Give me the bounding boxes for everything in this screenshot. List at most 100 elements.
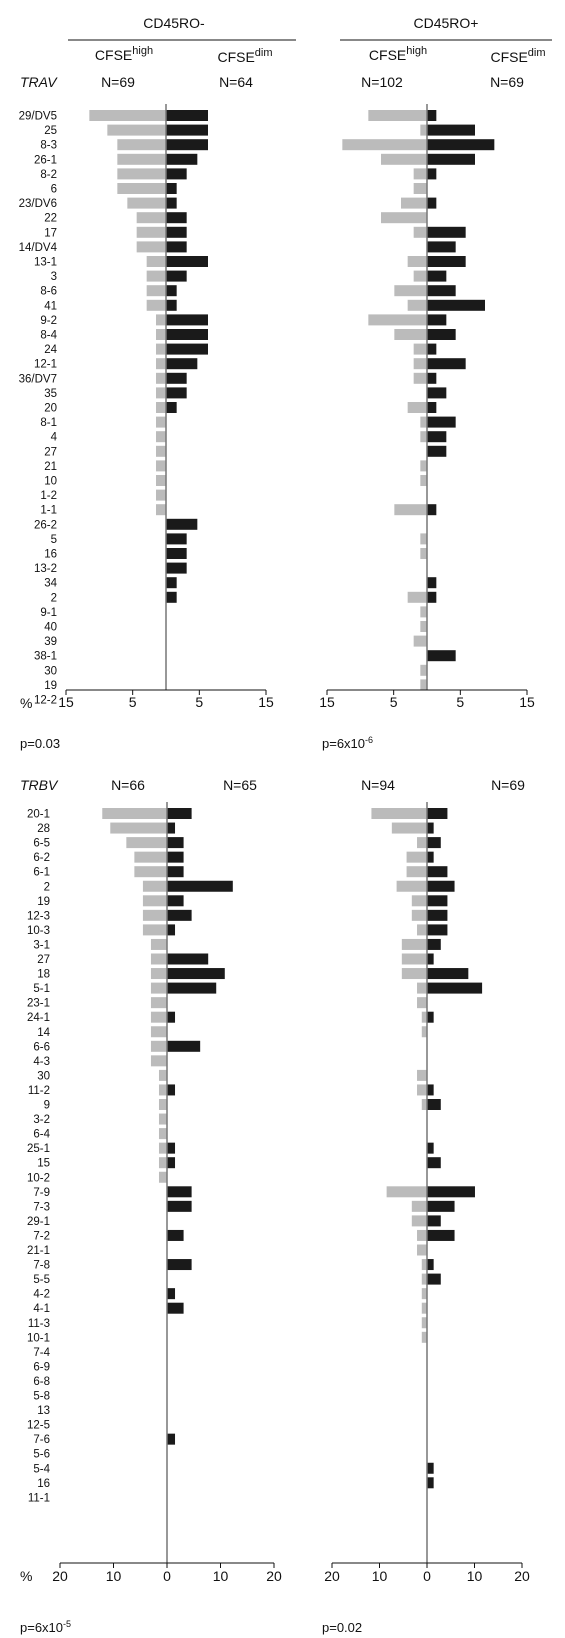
- trav-bar-cfse-dim: [427, 139, 495, 151]
- trbv-bar-cfse-high: [158, 1084, 167, 1096]
- trbv-bar-cfse-dim: [427, 1215, 441, 1227]
- trbv-category-label: 6-1: [33, 867, 50, 879]
- trav-bar-cfse-high: [413, 343, 427, 355]
- trbv-bar-cfse-dim: [427, 866, 448, 878]
- trav-bar-cfse-dim: [166, 402, 177, 413]
- trav-gene-label: TRAV: [20, 74, 58, 90]
- trbv-category-label: 6-5: [33, 838, 50, 850]
- trbv-bar-cfse-dim: [427, 953, 434, 965]
- trav-category-label: 1-2: [40, 490, 57, 502]
- trbv-bar-cfse-high: [386, 1186, 427, 1198]
- trav-category-label: 10: [44, 476, 57, 488]
- trav-bar-cfse-dim: [166, 226, 187, 238]
- trav-category-label: 22: [44, 213, 57, 225]
- trbv-bar-cfse-dim: [167, 1011, 176, 1023]
- trav-bar-cfse-dim: [166, 256, 208, 267]
- trav-bar-cfse-dim: [427, 241, 456, 253]
- trav-bar-cfse-dim: [427, 387, 447, 399]
- trbv-x-tick-label: 20: [514, 1568, 530, 1584]
- trav-category-label: 25: [44, 125, 57, 137]
- trav-category-label: 4: [51, 432, 58, 444]
- trbv-bar-cfse-dim: [427, 837, 441, 849]
- trav-bar-cfse-dim: [166, 168, 187, 180]
- trav-bar-cfse-high: [127, 197, 166, 209]
- trav-bar-cfse-high: [117, 139, 166, 151]
- trav-bar-cfse-dim: [166, 299, 177, 311]
- trav-category-label: 23/DV6: [19, 198, 57, 210]
- trbv-bar-cfse-dim: [167, 1157, 176, 1169]
- trbv-bar-cfse-high: [401, 968, 427, 980]
- trbv-category-label: 6-4: [33, 1129, 50, 1141]
- trbv-bar-cfse-dim: [167, 1186, 192, 1198]
- trav-bar-cfse-dim: [166, 358, 198, 370]
- trbv-bar-cfse-high: [417, 1084, 427, 1096]
- trav-bar-cfse-dim: [166, 197, 177, 209]
- trbv-bar-cfse-dim: [167, 837, 184, 849]
- trav-bar-cfse-high: [394, 329, 427, 340]
- trbv-right-n-high: N=94: [361, 777, 395, 793]
- trbv-category-label: 27: [37, 954, 50, 966]
- trbv-bar-cfse-dim: [427, 1142, 434, 1154]
- trbv-category-label: 4-1: [33, 1303, 50, 1315]
- trbv-bar-cfse-dim: [427, 880, 455, 892]
- trav-category-label: 30: [44, 665, 57, 677]
- trav-bar-cfse-high: [156, 314, 166, 326]
- trav-right-p-value: p=6x10-6: [322, 735, 373, 751]
- trbv-category-label: 9: [44, 1100, 50, 1112]
- trav-bar-cfse-high: [420, 548, 427, 559]
- trav-bar-cfse-high: [156, 431, 166, 443]
- trav-bar-cfse-dim: [166, 241, 187, 253]
- trav-category-label: 9-1: [40, 607, 57, 619]
- trbv-bar-cfse-dim: [427, 851, 434, 863]
- trav-category-label: 8-3: [40, 140, 57, 152]
- trbv-bar-cfse-dim: [167, 895, 184, 907]
- trbv-bar-cfse-dim: [427, 1084, 434, 1096]
- trav-bar-cfse-dim: [427, 285, 456, 297]
- trav-bar-cfse-dim: [427, 402, 437, 413]
- trbv-bar-cfse-high: [421, 1317, 427, 1329]
- trav-bar-cfse-dim: [166, 577, 177, 589]
- trav-bar-cfse-dim: [166, 212, 187, 224]
- trbv-bar-cfse-dim: [167, 866, 184, 878]
- trbv-bar-cfse-high: [150, 938, 167, 950]
- trav-bar-cfse-dim: [427, 270, 447, 282]
- trbv-bar-cfse-high: [142, 909, 167, 921]
- trbv-bar-cfse-high: [396, 880, 427, 892]
- trav-bar-cfse-high: [420, 431, 427, 443]
- trbv-category-label: 7-3: [33, 1201, 50, 1213]
- trbv-bar-cfse-dim: [427, 1099, 441, 1110]
- trav-axis-unit: %: [20, 695, 32, 711]
- trbv-bar-cfse-high: [158, 1069, 167, 1081]
- trav-category-label: 14/DV4: [19, 242, 58, 254]
- trav-bar-cfse-high: [407, 591, 427, 603]
- trbv-bar-cfse-high: [126, 837, 167, 849]
- trav-bar-cfse-high: [407, 256, 427, 267]
- trav-bar-cfse-dim: [166, 124, 208, 136]
- trav-bar-cfse-high: [156, 460, 166, 472]
- trbv-bar-cfse-high: [391, 822, 427, 834]
- trbv-right-p-value: p=0.02: [322, 1620, 362, 1635]
- trav-bar-cfse-high: [381, 153, 427, 165]
- trbv-bar-cfse-high: [158, 1142, 167, 1154]
- trbv-bar-cfse-dim: [167, 1084, 176, 1096]
- trav-left-n-high: N=69: [101, 74, 135, 90]
- trav-right-n-high: N=102: [361, 74, 403, 90]
- trav-bar-cfse-high: [156, 475, 166, 486]
- trbv-x-tick-label: 10: [467, 1568, 483, 1584]
- trav-bar-cfse-dim: [166, 343, 208, 355]
- trav-bar-cfse-dim: [427, 168, 437, 180]
- trav-bar-cfse-dim: [166, 562, 187, 574]
- trbv-bar-cfse-dim: [427, 1477, 434, 1489]
- trav-bar-cfse-dim: [166, 110, 208, 121]
- trbv-bar-cfse-high: [421, 1259, 427, 1271]
- trav-bar-cfse-high: [117, 168, 166, 180]
- trbv-bar-cfse-high: [417, 924, 427, 936]
- trav-bar-cfse-high: [146, 285, 166, 297]
- trav-category-label: 35: [44, 388, 57, 400]
- trbv-bar-cfse-dim: [427, 938, 441, 950]
- trbv-category-label: 12-3: [27, 910, 50, 922]
- trbv-category-label: 11-2: [28, 1085, 50, 1097]
- trbv-bar-cfse-dim: [167, 1200, 192, 1212]
- trav-bar-cfse-high: [413, 270, 427, 282]
